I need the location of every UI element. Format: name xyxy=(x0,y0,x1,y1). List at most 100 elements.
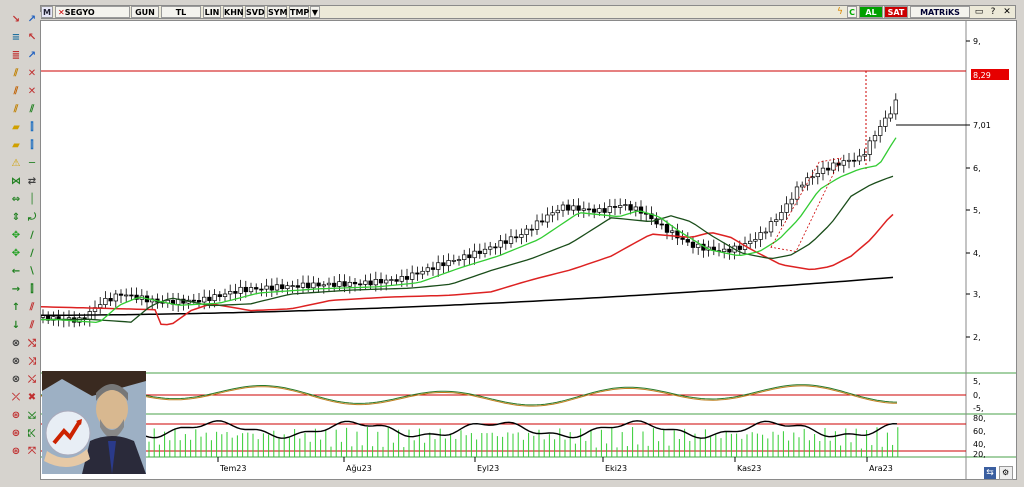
sell-button[interactable]: SAT xyxy=(884,6,908,18)
ma-50-line xyxy=(41,175,894,323)
drawing-tool-12-icon[interactable]: ⫽ xyxy=(29,104,35,115)
drawing-tool-44-icon[interactable]: ✖ xyxy=(27,392,37,403)
khn-button[interactable]: KHN xyxy=(223,6,244,18)
candle xyxy=(768,221,774,233)
minimize-icon[interactable]: ▭ xyxy=(974,7,984,17)
drawing-tool-34-icon[interactable]: ⫽ xyxy=(29,302,35,313)
candle xyxy=(264,285,269,290)
candle xyxy=(306,282,311,289)
drawing-tool-45-icon[interactable]: ⊛ xyxy=(11,410,21,421)
drawing-tool-2-icon[interactable]: ↗ xyxy=(27,14,37,25)
svd-button[interactable]: SVD xyxy=(245,6,265,18)
drawing-tool-15-icon[interactable]: ▰ xyxy=(12,140,20,151)
drawing-tool-32-icon[interactable]: ⫿ xyxy=(30,284,34,295)
candle xyxy=(462,254,467,260)
candle xyxy=(482,248,488,254)
drawing-tool-17-icon[interactable]: ⚠ xyxy=(11,158,21,169)
time-axis-label: Tem23 xyxy=(219,464,246,473)
drawing-tool-47-icon[interactable]: ⊛ xyxy=(11,428,21,439)
candle xyxy=(696,243,701,248)
drawing-tool-25-icon[interactable]: ✥ xyxy=(11,230,21,241)
linear-scale-button[interactable]: LIN xyxy=(203,6,221,18)
price-axis-label: 5, xyxy=(973,206,981,215)
candle xyxy=(675,230,680,239)
drawing-tool-10-icon[interactable]: ✕ xyxy=(27,86,37,97)
drawing-tool-41-icon[interactable]: ⊗ xyxy=(11,374,21,385)
drawing-tool-7-icon[interactable]: ⫽ xyxy=(13,68,19,79)
chart-area[interactable]: 9, 8,29 7,01 6, 5, 4, 3, 2, 5, 0, -5, 80, 60, 40, 20, T… xyxy=(40,20,1017,480)
drawing-tool-26-icon[interactable]: ∕ xyxy=(30,230,34,241)
drawing-tool-31-icon[interactable]: → xyxy=(11,284,21,295)
drawing-tool-43-icon[interactable]: ⤫ xyxy=(12,392,20,403)
drawing-tool-33-icon[interactable]: ↑ xyxy=(11,302,21,313)
drawing-tool-23-icon[interactable]: ⇕ xyxy=(11,212,21,223)
drawing-tool-39-icon[interactable]: ⊗ xyxy=(11,356,21,367)
candle xyxy=(566,204,571,211)
price-chart-svg[interactable]: 9, 8,29 7,01 6, 5, 4, 3, 2, 5, 0, -5,80, 60, 40,20, T… xyxy=(40,21,1016,479)
drawing-tool-48-icon[interactable]: ⤪ xyxy=(28,428,36,439)
drawing-tool-19-icon[interactable]: ⋈ xyxy=(11,176,21,187)
drawing-tool-35-icon[interactable]: ↓ xyxy=(11,320,21,331)
drawing-tool-13-icon[interactable]: ▰ xyxy=(12,122,20,133)
candle xyxy=(300,282,306,288)
c-button[interactable]: C xyxy=(847,6,857,18)
drawing-tool-5-icon[interactable]: ≣ xyxy=(11,50,21,61)
drawing-tool-40-icon[interactable]: ⤨ xyxy=(28,356,36,367)
drawing-tool-30-icon[interactable]: ∖ xyxy=(28,266,36,277)
time-axis-label: Kas23 xyxy=(737,464,761,473)
drawing-tool-42-icon[interactable]: ⤯ xyxy=(28,374,36,385)
period-button[interactable]: GUN xyxy=(131,6,159,18)
candle xyxy=(113,293,118,302)
drawing-tool-36-icon[interactable]: ⫽ xyxy=(29,320,35,331)
currency-button[interactable]: TL xyxy=(161,6,201,18)
candle xyxy=(524,228,529,235)
drawing-tool-29-icon[interactable]: ← xyxy=(11,266,21,277)
drawing-tool-28-icon[interactable]: ∕ xyxy=(30,248,34,259)
drawing-tool-22-icon[interactable]: │ xyxy=(28,194,36,205)
candle xyxy=(514,236,519,239)
drawing-tool-46-icon[interactable]: ⤩ xyxy=(28,410,36,421)
candle xyxy=(846,159,852,162)
candle xyxy=(337,281,342,287)
candle xyxy=(779,212,784,221)
time-axis-label: Ara23 xyxy=(869,464,893,473)
drawing-tool-21-icon[interactable]: ⇔ xyxy=(11,194,21,205)
candle xyxy=(269,285,274,291)
price-axis-label: 4, xyxy=(973,249,981,258)
menu-m-button[interactable]: M xyxy=(41,6,53,18)
candle xyxy=(311,282,316,289)
drawing-tool-1-icon[interactable]: ↘ xyxy=(11,14,21,25)
drawing-tool-20-icon[interactable]: ⇄ xyxy=(27,176,37,187)
drawing-tool-37-icon[interactable]: ⊗ xyxy=(11,338,21,349)
drawing-tool-8-icon[interactable]: ✕ xyxy=(27,68,37,79)
drawing-tool-49-icon[interactable]: ⊛ xyxy=(11,446,21,457)
buy-button[interactable]: AL xyxy=(859,6,883,18)
drawing-tool-9-icon[interactable]: ⫽ xyxy=(13,86,19,97)
drawing-tool-14-icon[interactable]: ⫿ xyxy=(30,122,34,133)
drawing-tool-4-icon[interactable]: ↖ xyxy=(27,32,37,43)
symbol-field[interactable]: ✕SEGYO xyxy=(55,6,130,18)
candle xyxy=(774,219,779,222)
drawing-tool-18-icon[interactable]: ─ xyxy=(28,158,36,169)
drawing-tool-11-icon[interactable]: ⫽ xyxy=(13,104,19,115)
lightning-icon[interactable]: ϟ xyxy=(837,7,843,17)
dropdown-icon[interactable]: ▼ xyxy=(310,6,320,18)
drawing-tool-3-icon[interactable]: ≡ xyxy=(11,32,21,43)
candle xyxy=(254,287,259,290)
drawing-tool-27-icon[interactable]: ✥ xyxy=(11,248,21,259)
candle xyxy=(404,276,410,280)
tmp-button[interactable]: TMP xyxy=(289,6,310,18)
drawing-tool-38-icon[interactable]: ⤭ xyxy=(28,338,36,349)
drawing-tool-24-icon[interactable]: ⤾ xyxy=(27,212,37,223)
sync-icon[interactable]: ⇆ xyxy=(984,467,996,479)
drawing-tool-16-icon[interactable]: ⫿ xyxy=(30,140,34,151)
settings-icon[interactable]: ⚙ xyxy=(998,466,1013,480)
candle xyxy=(389,279,394,281)
help-icon[interactable]: ? xyxy=(990,7,996,17)
close-icon[interactable]: ✕ xyxy=(1003,7,1011,17)
sym-button[interactable]: SYM xyxy=(267,6,288,18)
drawing-tool-6-icon[interactable]: ↗ xyxy=(27,50,37,61)
drawing-tool-50-icon[interactable]: ⤧ xyxy=(28,446,36,457)
candle xyxy=(888,113,893,119)
candle xyxy=(98,304,103,308)
